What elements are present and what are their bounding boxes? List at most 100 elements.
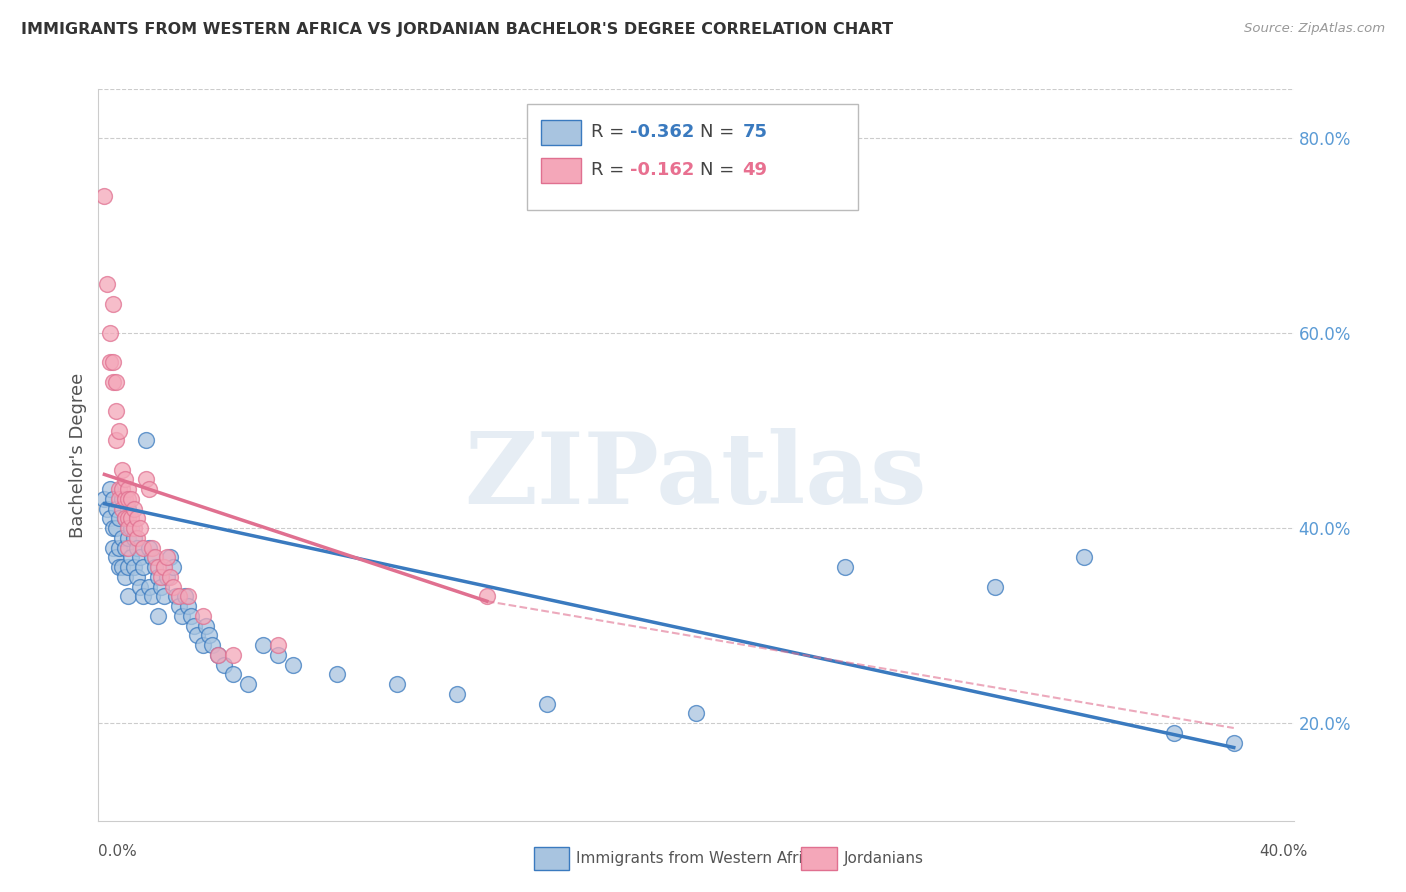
Point <box>1223 736 1246 750</box>
Point <box>108 491 131 506</box>
Point <box>1163 726 1185 740</box>
Point <box>159 570 181 584</box>
Point <box>120 521 142 535</box>
Point <box>129 521 152 535</box>
Point <box>117 521 139 535</box>
Point <box>124 560 146 574</box>
Point <box>141 541 163 555</box>
Point <box>127 541 149 555</box>
Point <box>685 706 707 721</box>
Point <box>167 590 190 604</box>
Point <box>236 677 259 691</box>
Point <box>132 560 155 574</box>
Point <box>96 501 118 516</box>
Point <box>132 541 155 555</box>
Point <box>153 560 176 574</box>
Point <box>156 570 179 584</box>
Point <box>127 531 149 545</box>
Point <box>111 462 134 476</box>
Point <box>207 648 229 662</box>
Point <box>108 424 131 438</box>
Point <box>252 638 274 652</box>
Point <box>191 608 214 623</box>
Point <box>103 521 125 535</box>
Point <box>114 511 136 525</box>
Point <box>105 375 128 389</box>
Text: N =: N = <box>700 161 740 179</box>
Point <box>124 501 146 516</box>
Point <box>124 521 146 535</box>
Point <box>117 560 139 574</box>
Point <box>98 511 122 525</box>
Point <box>120 550 142 565</box>
Point <box>108 560 131 574</box>
Point <box>267 648 290 662</box>
Point <box>172 608 194 623</box>
Point <box>326 667 349 681</box>
Point <box>148 560 170 574</box>
Point <box>98 326 122 340</box>
Point <box>108 541 131 555</box>
Point <box>143 550 166 565</box>
Point <box>183 618 205 632</box>
Point <box>177 590 200 604</box>
Point <box>177 599 200 613</box>
Point <box>105 521 128 535</box>
Point <box>138 541 160 555</box>
Point <box>111 501 134 516</box>
Text: ZIPatlas: ZIPatlas <box>465 428 927 525</box>
Point <box>222 648 245 662</box>
Point <box>138 482 160 496</box>
Point <box>114 491 136 506</box>
Point <box>138 580 160 594</box>
Text: Jordanians: Jordanians <box>844 851 924 865</box>
Point <box>105 404 128 418</box>
Point <box>117 541 139 555</box>
Point <box>117 590 139 604</box>
Point <box>129 580 152 594</box>
Point <box>143 560 166 574</box>
Point <box>446 687 468 701</box>
Point <box>156 550 179 565</box>
Point <box>114 511 136 525</box>
Point <box>117 511 139 525</box>
Point <box>120 491 142 506</box>
Point <box>148 608 170 623</box>
Text: 49: 49 <box>742 161 768 179</box>
Point <box>186 628 208 642</box>
Point <box>96 277 118 292</box>
Text: -0.362: -0.362 <box>630 123 695 141</box>
Point <box>111 482 134 496</box>
Point <box>98 355 122 369</box>
Point <box>103 375 125 389</box>
Point <box>167 599 190 613</box>
Point <box>191 638 214 652</box>
Point <box>103 541 125 555</box>
Point <box>153 590 176 604</box>
Point <box>135 472 157 486</box>
Point <box>117 491 139 506</box>
Point <box>159 550 181 565</box>
Point <box>129 550 152 565</box>
Text: N =: N = <box>700 123 740 141</box>
Point <box>117 501 139 516</box>
Point <box>111 491 134 506</box>
Point <box>93 189 115 203</box>
Point <box>108 482 131 496</box>
Point <box>108 511 131 525</box>
Text: R =: R = <box>591 161 630 179</box>
Point <box>385 677 409 691</box>
Point <box>103 355 125 369</box>
Point <box>150 580 173 594</box>
Point <box>148 570 170 584</box>
Text: Immigrants from Western Africa: Immigrants from Western Africa <box>576 851 821 865</box>
Point <box>93 491 115 506</box>
Point <box>98 482 122 496</box>
Point <box>127 570 149 584</box>
Point <box>117 482 139 496</box>
Point <box>834 560 856 574</box>
Text: 40.0%: 40.0% <box>1260 845 1308 859</box>
Point <box>984 580 1007 594</box>
Point <box>198 628 221 642</box>
Point <box>207 648 229 662</box>
